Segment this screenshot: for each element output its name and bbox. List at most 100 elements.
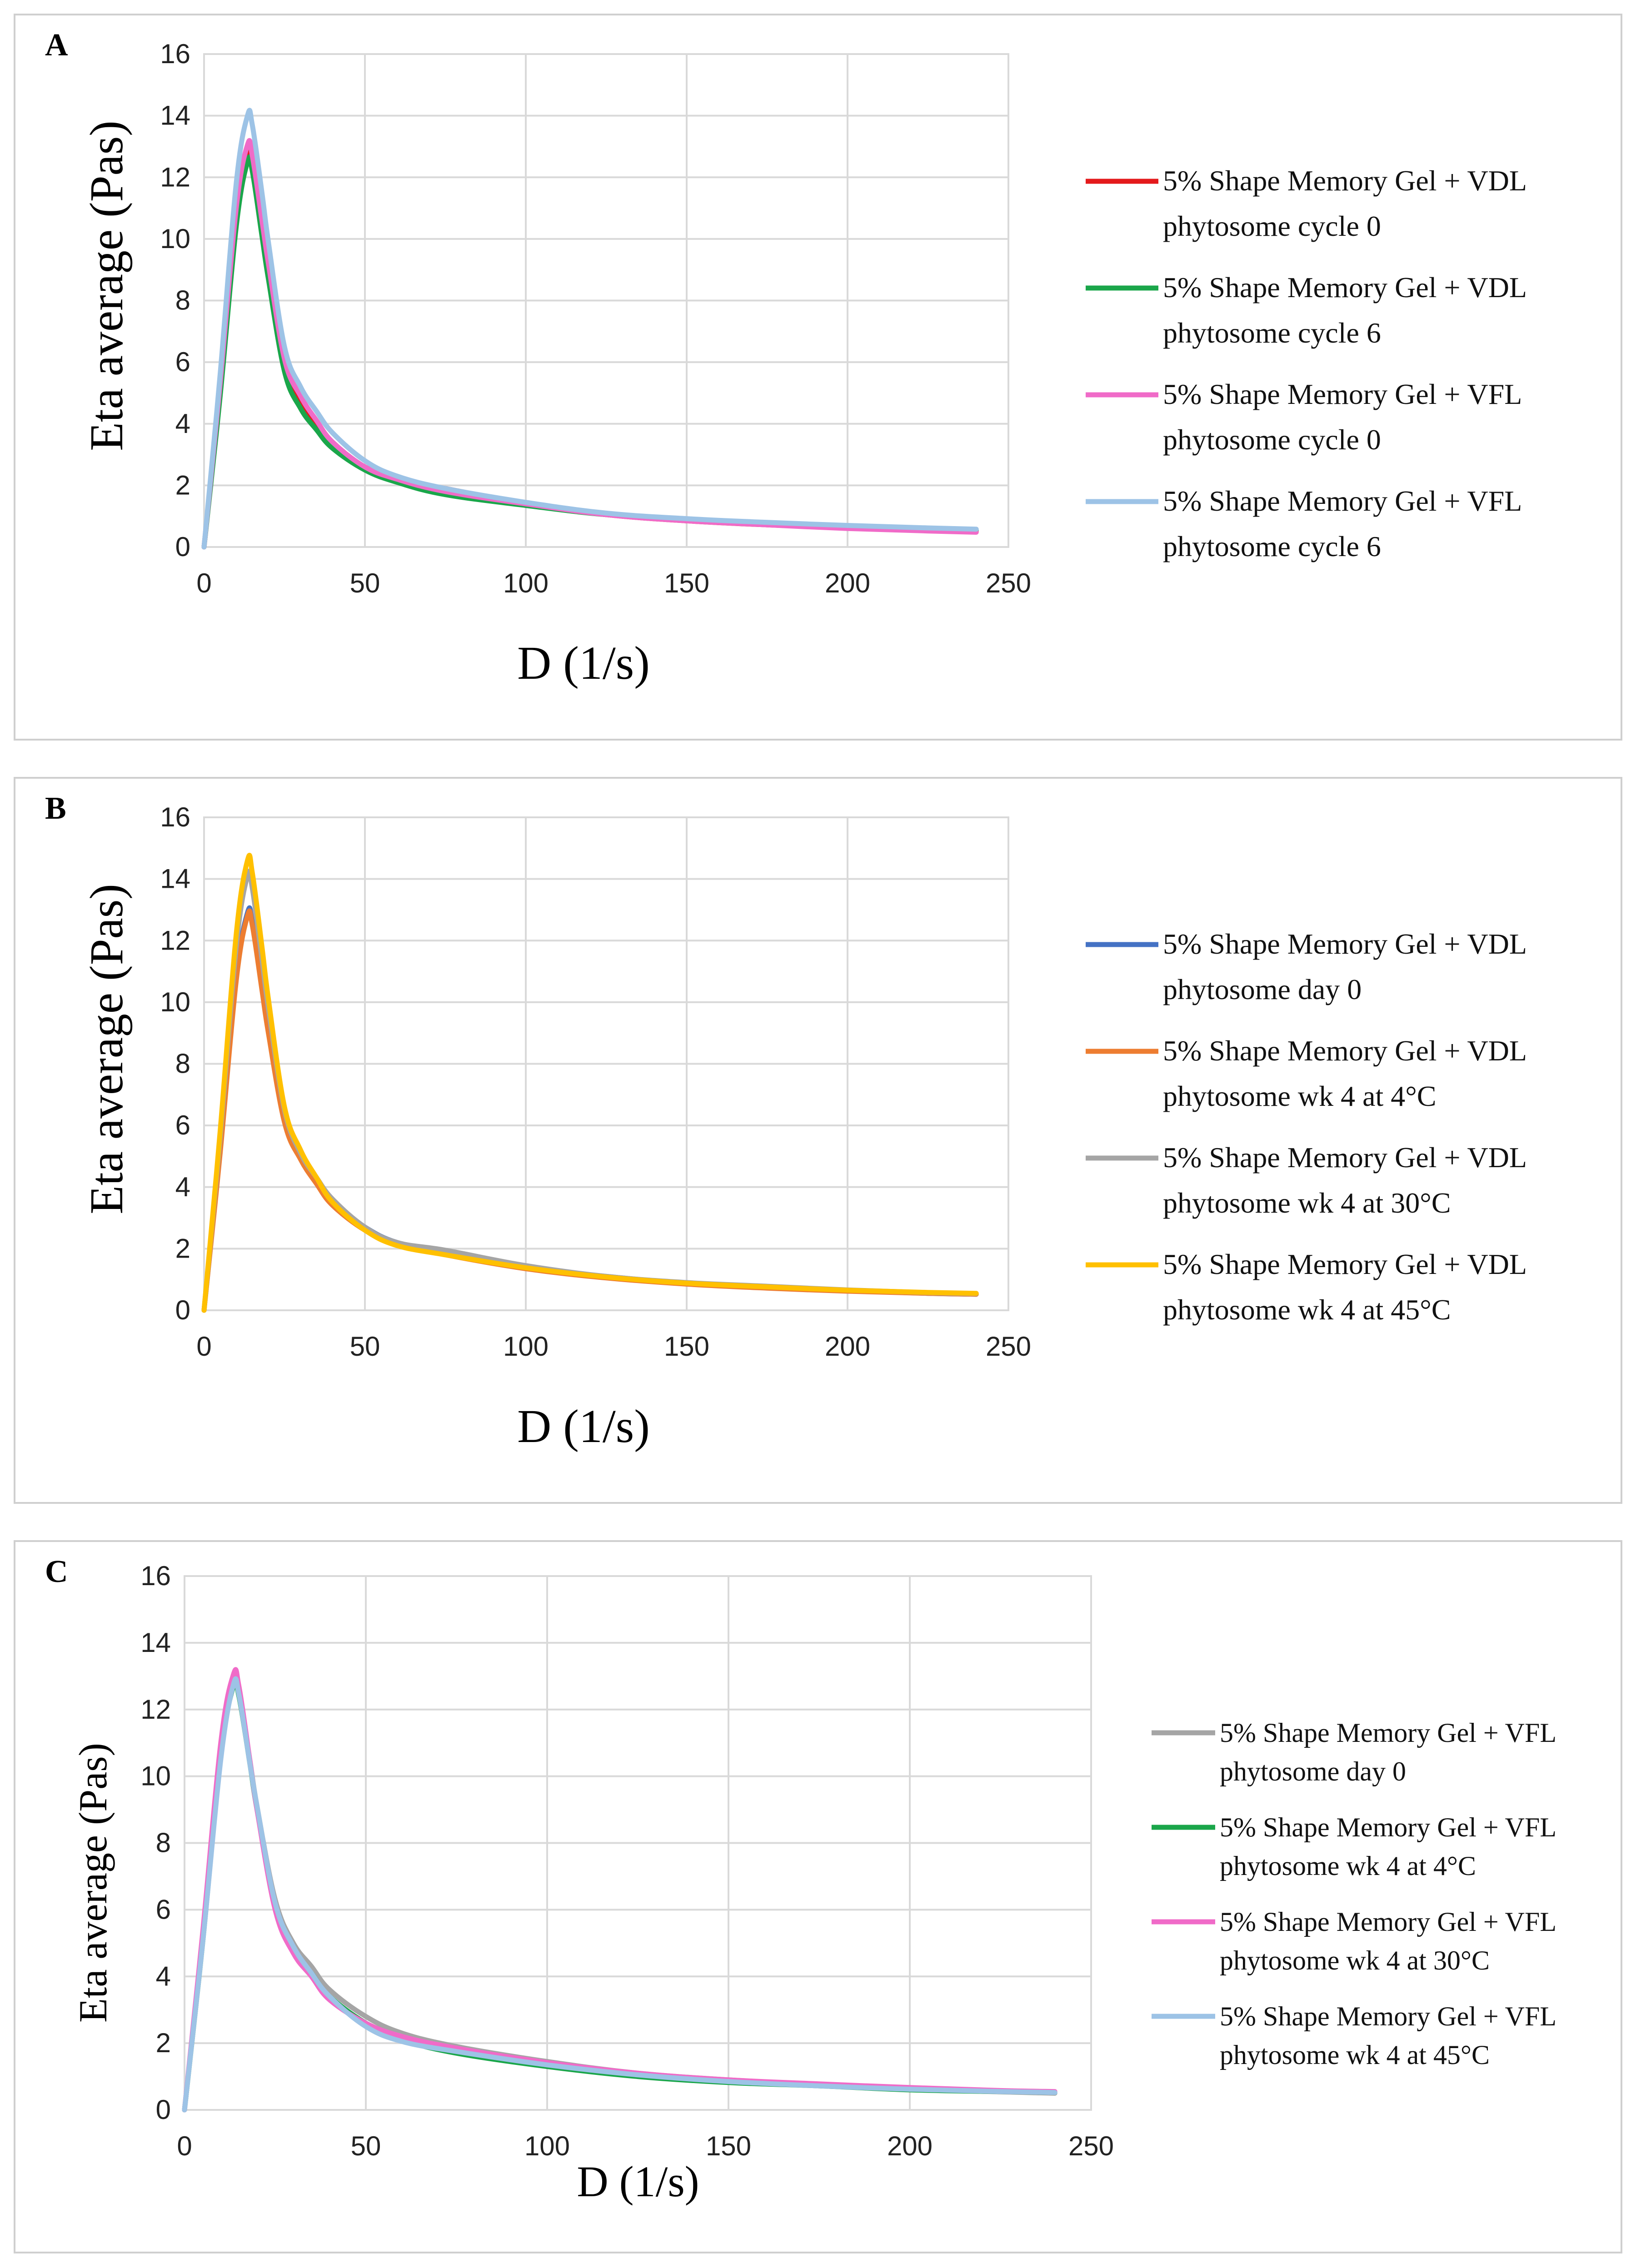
y-tick-label: 8 [175,285,190,316]
x-tick-label: 100 [524,2131,570,2161]
plot-area [203,53,1009,548]
y-tick-label: 2 [156,2028,171,2058]
legend-label: phytosome wk 4 at 30°C [1163,1187,1451,1219]
legend-label: phytosome cycle 0 [1163,210,1381,242]
legend-label: 5% Shape Memory Gel + VFL [1220,1907,1556,1937]
x-tick-label: 250 [986,568,1031,598]
series-line-4 [201,853,979,1313]
y-tick-label: 16 [160,39,190,69]
legend: 5% Shape Memory Gel + VFL phytosome day 0… [1152,1718,1556,2070]
y-tick-label: 12 [160,162,190,192]
y-tick-label: 16 [140,1561,171,1591]
y-tick-label: 0 [175,1295,190,1325]
panel-label: A [45,28,68,63]
x-tick-label: 150 [706,2131,751,2161]
chart-b: B 0 2 4 6 8 10 12 14 16 0 50 100 150 200 250 Eta aver… [45,791,1527,1452]
x-axis-title: D (1/s) [517,637,650,689]
x-tick-label: 200 [825,1331,870,1362]
legend-label: phytosome day 0 [1163,973,1362,1005]
x-tick-label: 50 [350,568,380,598]
y-tick-label: 12 [140,1694,171,1725]
chart-panel-a: A 0 2 4 6 8 10 12 14 16 0 50 100 150 200 250 Eta aver… [14,14,1622,741]
legend-label: phytosome wk 4 at 30°C [1220,1945,1490,1975]
chart-c: C 0 2 4 6 8 10 12 14 16 0 50 100 150 200 250 Eta aver… [45,1554,1556,2206]
legend-label: 5% Shape Memory Gel + VDL [1163,1035,1527,1067]
chart-a: A 0 2 4 6 8 10 12 14 16 0 50 100 150 200 250 Eta aver… [45,28,1527,689]
y-tick-label: 6 [175,1110,190,1140]
series-line-1 [201,144,979,550]
grid-layer [203,816,1009,1311]
x-tick-labels: 0 50 100 150 200 250 [196,1331,1031,1362]
x-tick-label: 0 [196,1331,211,1362]
legend-label: 5% Shape Memory Gel + VFL [1220,1812,1556,1842]
x-tick-label: 50 [351,2131,381,2161]
legend-label: 5% Shape Memory Gel + VFL [1220,2001,1556,2031]
y-tick-label: 4 [156,1961,171,1991]
legend-label: 5% Shape Memory Gel + VFL [1163,485,1522,517]
x-tick-label: 50 [350,1331,380,1362]
y-tick-label: 10 [160,987,190,1017]
legend-label: 5% Shape Memory Gel + VDL [1163,1141,1527,1174]
y-tick-label: 2 [175,1233,190,1263]
chart-panel-b: B 0 2 4 6 8 10 12 14 16 0 50 100 150 200 250 Eta aver… [14,777,1622,1504]
series-line-2 [201,154,979,550]
x-tick-label: 200 [887,2131,933,2161]
legend-label: phytosome cycle 0 [1163,423,1381,456]
legend-label: phytosome wk 4 at 45°C [1220,2040,1490,2070]
legend-label: phytosome day 0 [1220,1756,1406,1786]
legend: 5% Shape Memory Gel + VDL phytosome cycle… [1086,164,1527,562]
y-axis-title: Eta average (Pas) [80,884,133,1214]
y-tick-label: 2 [175,470,190,500]
series-layer [201,853,979,1313]
legend-label: 5% Shape Memory Gel + VDL [1163,928,1527,960]
x-tick-label: 150 [664,568,709,598]
y-axis-title: Eta average (Pas) [80,120,133,451]
series-line-2 [201,908,979,1313]
chart-panel-c: C 0 2 4 6 8 10 12 14 16 0 50 100 150 200 250 Eta aver… [14,1540,1622,2253]
legend-label: phytosome cycle 6 [1163,530,1381,562]
legend-label: 5% Shape Memory Gel + VDL [1163,271,1527,303]
x-tick-labels: 0 50 100 150 200 250 [177,2131,1114,2161]
x-tick-label: 0 [177,2131,192,2161]
legend-label: phytosome wk 4 at 45°C [1163,1293,1451,1326]
y-tick-label: 14 [140,1627,171,1658]
legend-label: 5% Shape Memory Gel + VFL [1220,1718,1556,1748]
y-tick-label: 4 [175,408,190,439]
panel-label: C [45,1554,68,1589]
panel-label: B [45,791,66,826]
grid-layer [184,1575,1092,2111]
x-tick-label: 250 [1068,2131,1114,2161]
legend-label: phytosome wk 4 at 4°C [1220,1851,1476,1881]
series-line-2 [182,1678,1057,2113]
series-line-4 [182,1676,1057,2113]
x-tick-label: 100 [503,568,549,598]
x-tick-label: 0 [196,568,211,598]
y-tick-label: 8 [156,1828,171,1858]
series-line-3 [201,868,979,1313]
x-tick-label: 100 [503,1331,549,1362]
y-tick-label: 0 [175,532,190,562]
x-axis-title: D (1/s) [517,1400,650,1452]
legend-label: 5% Shape Memory Gel + VFL [1163,378,1522,410]
y-tick-labels: 0 2 4 6 8 10 12 14 16 [160,802,190,1325]
series-line-1 [201,905,979,1313]
y-tick-label: 16 [160,802,190,832]
x-axis-title: D (1/s) [577,2157,699,2206]
y-tick-label: 0 [156,2094,171,2125]
y-tick-labels: 0 2 4 6 8 10 12 14 16 [140,1561,171,2125]
legend-label: 5% Shape Memory Gel + VDL [1163,1248,1527,1280]
y-tick-label: 10 [160,224,190,254]
y-tick-label: 8 [175,1049,190,1079]
y-tick-label: 12 [160,925,190,955]
series-layer [182,1667,1057,2113]
series-line-1 [182,1675,1057,2113]
legend-label: 5% Shape Memory Gel + VDL [1163,164,1527,197]
plot-area [203,816,1009,1311]
x-tick-label: 150 [664,1331,709,1362]
series-line-4 [201,108,979,550]
series-layer [201,108,979,550]
legend-label: phytosome wk 4 at 4°C [1163,1080,1436,1112]
legend: 5% Shape Memory Gel + VDL phytosome day 0… [1086,928,1527,1326]
y-tick-label: 14 [160,864,190,894]
y-tick-label: 6 [156,1894,171,1925]
